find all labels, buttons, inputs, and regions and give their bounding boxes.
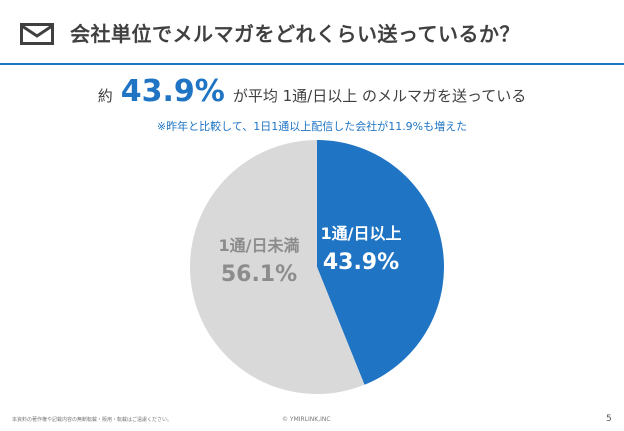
headline-prefix: 約 [97, 87, 113, 105]
slice-category-label: 1通/日以上 [321, 224, 402, 243]
page-title: 会社単位でメルマガをどれくらい送っているか？ [70, 22, 520, 46]
comparison-note: ※昨年と比較して、1日1通以上配信した会社が11.9%も増えた [156, 120, 468, 133]
headline-percent: 43.9% [120, 74, 225, 109]
pie-chart: 1通/日以上 43.9% 1通/日未満 56.1% [190, 140, 445, 394]
headline: 約 43.9% が平均 1通/日以上 のメルマガを送っている [0, 74, 624, 109]
slice-value-label: 56.1% [221, 262, 297, 287]
pie-slice [317, 140, 445, 385]
footer-copyright-notice: 本資料の著作権や記載内容の無断転載・販用・転載はご遠慮ください。 [12, 417, 173, 423]
slice-category-label: 1通/日未満 [219, 236, 300, 255]
header-divider [0, 63, 624, 65]
headline-text: が平均 1通/日以上 のメルマガを送っている [232, 87, 527, 105]
page-number: 5 [606, 414, 612, 424]
header: 会社単位でメルマガをどれくらい送っているか？ [0, 0, 624, 65]
pie-slice [190, 140, 365, 394]
slice-value-label: 43.9% [323, 250, 399, 275]
mail-icon [20, 23, 54, 45]
footer-company: © YMIRLINK,INC [282, 416, 331, 423]
